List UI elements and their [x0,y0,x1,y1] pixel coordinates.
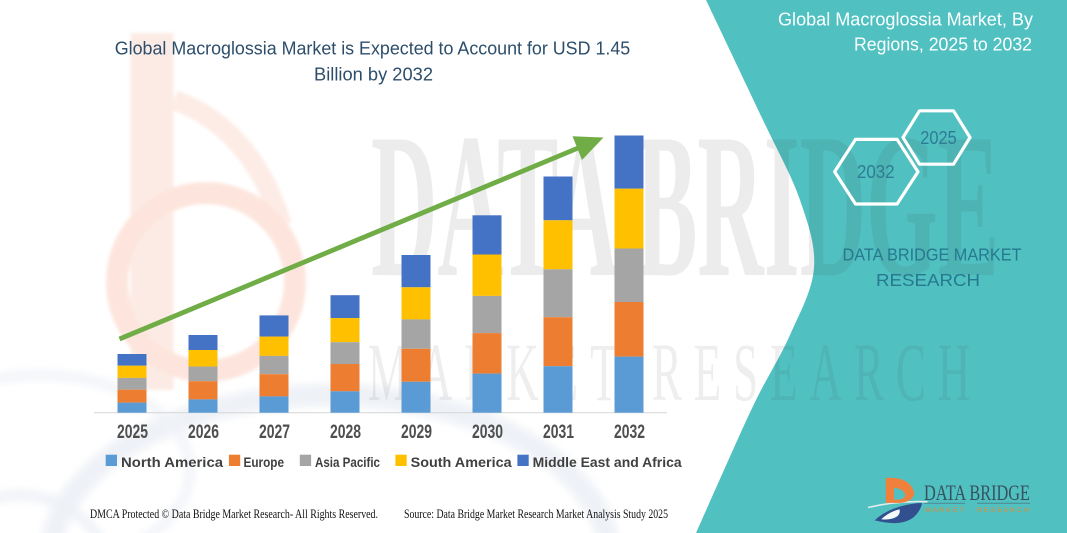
svg-text:2025: 2025 [920,127,957,148]
svg-text:2032: 2032 [614,421,645,443]
svg-text:MARKET RESEARCH: MARKET RESEARCH [368,328,982,419]
svg-text:RESEARCH: RESEARCH [876,270,980,290]
svg-text:2029: 2029 [401,421,432,443]
svg-text:South America: South America [411,454,512,470]
svg-text:2030: 2030 [472,421,503,443]
svg-text:North America: North America [121,454,223,470]
svg-text:M A R K E T: M A R K E T [925,507,964,514]
svg-text:2026: 2026 [188,421,219,443]
svg-text:Asia Pacific: Asia Pacific [315,454,380,470]
svg-text:R E S E A R C H: R E S E A R C H [977,507,1029,514]
svg-text:2032: 2032 [857,161,895,182]
svg-text:2027: 2027 [259,421,290,443]
svg-text:Middle East and Africa: Middle East and Africa [533,454,682,470]
svg-text:DATA BRIDGE MARKET: DATA BRIDGE MARKET [843,245,1022,265]
svg-text:Global Macroglossia Market, By: Global Macroglossia Market, By [778,9,1034,30]
svg-text:2025: 2025 [117,421,148,443]
svg-text:Source: Data Bridge Market Res: Source: Data Bridge Market Research Mark… [404,507,668,521]
svg-text:2031: 2031 [543,421,574,443]
svg-text:Europe: Europe [244,454,285,470]
svg-text:2028: 2028 [330,421,361,443]
svg-text:DMCA Protected © Data Bridge M: DMCA Protected © Data Bridge Market Rese… [90,507,378,521]
svg-text:Regions, 2025 to 2032: Regions, 2025 to 2032 [854,33,1032,54]
svg-text:DATA BRIDGE: DATA BRIDGE [924,480,1030,505]
svg-text:Billion by 2032: Billion by 2032 [314,64,433,85]
svg-text:Global Macroglossia Market is: Global Macroglossia Market is Expected t… [115,38,631,59]
